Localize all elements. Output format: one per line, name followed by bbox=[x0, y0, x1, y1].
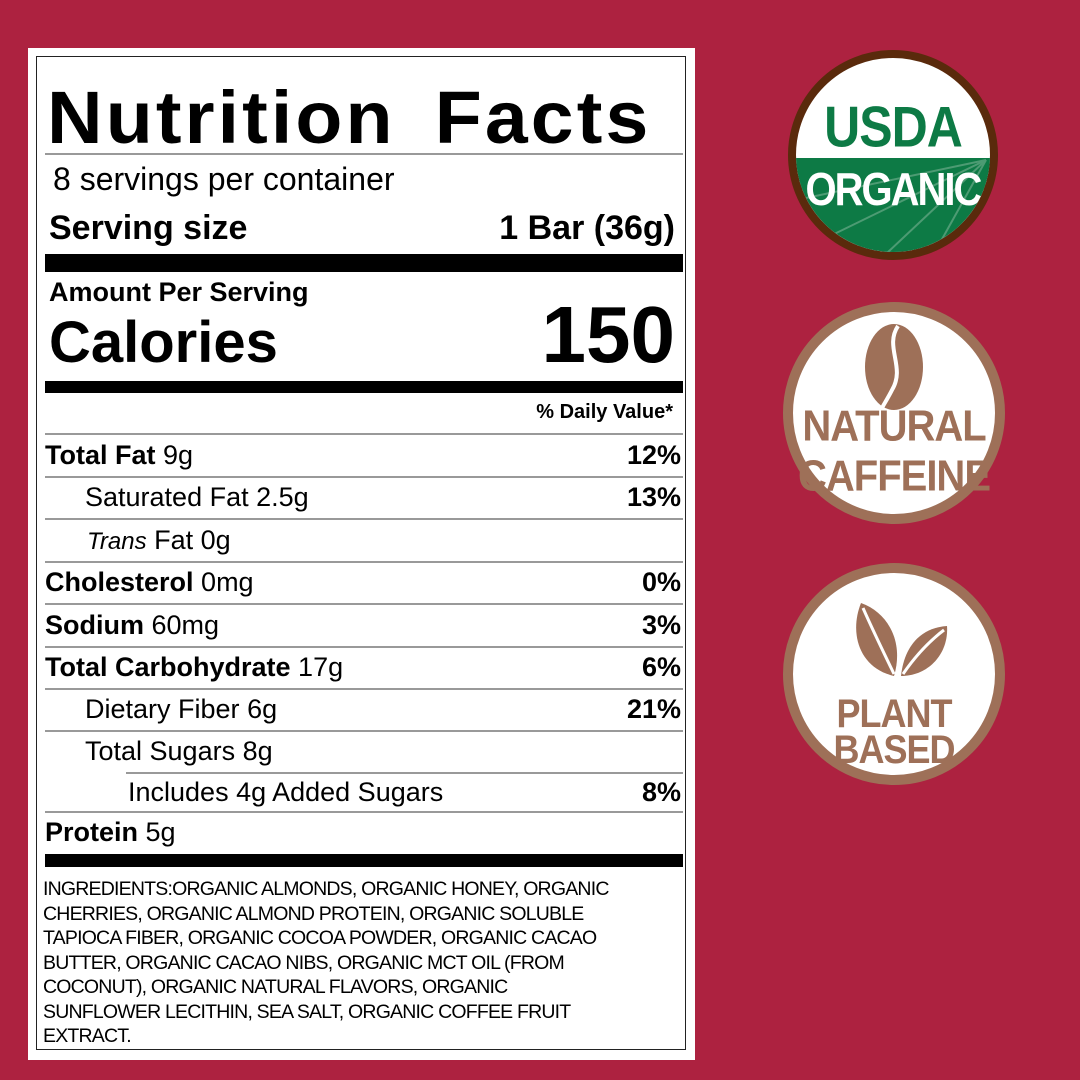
ingredients-line: BUTTER, ORGANIC CACAO NIBS, ORGANIC MCT … bbox=[43, 951, 565, 974]
label-title: Nutrition Facts bbox=[47, 76, 652, 159]
divider bbox=[126, 772, 683, 774]
ingredients-line: TAPIOCA FIBER, ORGANIC COCOA POWDER, ORG… bbox=[43, 927, 597, 949]
nutrient-name: Fat bbox=[154, 525, 194, 555]
divider bbox=[45, 518, 683, 520]
serving-size-label: Serving size bbox=[49, 209, 248, 247]
divider bbox=[45, 561, 683, 563]
nutrient-amount: 2.5g bbox=[256, 482, 309, 512]
badge-text-caffeine: CAFFEINE bbox=[798, 451, 991, 501]
ingredients-line: SUNFLOWER LECITHIN, SEA SALT, ORGANIC CO… bbox=[43, 1000, 571, 1023]
badge-text-natural: NATURAL bbox=[802, 401, 986, 451]
label-border: Nutrition Facts 8 servings per container… bbox=[36, 56, 686, 1050]
badge-text-plant: PLANT bbox=[836, 690, 953, 736]
nutrient-dv: 3% bbox=[641, 610, 681, 640]
field-rays-icon bbox=[805, 159, 987, 252]
nutrient-amount: 5g bbox=[145, 817, 176, 847]
nutrient-name: Sodium bbox=[45, 610, 144, 640]
nutrient-amount: 17g bbox=[298, 652, 344, 682]
nutrient-name: Total Sugars bbox=[85, 736, 236, 766]
amount-per-serving: Amount Per Serving bbox=[49, 277, 309, 307]
ingredients-line: INGREDIENTS:ORGANIC ALMONDS, ORGANIC HON… bbox=[43, 878, 609, 900]
nutrient-row-sodium: Sodium 60mg 3% bbox=[45, 604, 681, 646]
serving-size-value: 1 Bar (36g) bbox=[499, 209, 675, 247]
coffee-bean-icon bbox=[865, 324, 923, 410]
thick-divider bbox=[45, 381, 683, 393]
nutrient-row-dietary-fiber: Dietary Fiber 6g 21% bbox=[45, 688, 681, 730]
nutrient-dv: 21% bbox=[626, 694, 681, 724]
nutrient-amount: 60mg bbox=[151, 610, 220, 640]
thick-divider bbox=[45, 854, 683, 867]
nutrient-row-cholesterol: Cholesterol 0mg 0% bbox=[45, 561, 681, 603]
nutrient-name: Total Fat bbox=[45, 440, 156, 470]
thick-divider bbox=[45, 254, 683, 272]
nutrient-row-added-sugars: Includes 4g Added Sugars 8% bbox=[45, 771, 681, 813]
divider bbox=[45, 603, 683, 605]
divider bbox=[45, 433, 683, 435]
nutrient-row-protein: Protein 5g bbox=[45, 811, 681, 853]
nutrient-name: Dietary Fiber bbox=[85, 694, 240, 724]
plant-based-badge: PLANT BASED bbox=[783, 563, 1005, 785]
ingredients-line: EXTRACT. bbox=[43, 1025, 132, 1047]
nutrient-dv: 0% bbox=[641, 567, 681, 597]
nutrient-name: Trans bbox=[87, 528, 147, 555]
seal-green-field bbox=[796, 158, 990, 252]
nutrient-name: Protein bbox=[45, 817, 139, 847]
nutrient-amount: 8g bbox=[242, 736, 273, 766]
divider bbox=[45, 688, 683, 690]
nutrient-dv: 8% bbox=[641, 777, 681, 807]
seal-text-organic: ORGANIC bbox=[805, 164, 983, 216]
nutrient-name: Includes 4g Added Sugars bbox=[128, 777, 444, 807]
nutrient-row-total-carbohydrate: Total Carbohydrate 17g 6% bbox=[45, 646, 681, 688]
nutrient-amount: 9g bbox=[163, 440, 194, 470]
seal-text-usda: USDA bbox=[824, 94, 963, 160]
nutrient-dv: 12% bbox=[626, 440, 681, 470]
calories-value: 150 bbox=[541, 290, 675, 379]
nutrient-name: Cholesterol bbox=[45, 567, 194, 597]
ingredients-list: INGREDIENTS:ORGANIC ALMONDS, ORGANIC HON… bbox=[43, 877, 609, 1049]
divider bbox=[45, 153, 683, 155]
nutrient-row-total-sugars: Total Sugars 8g bbox=[45, 730, 681, 772]
nutrient-amount: 6g bbox=[247, 694, 278, 724]
nutrient-row-trans-fat: Trans Fat 0g bbox=[45, 519, 681, 561]
daily-value-header: % Daily Value* bbox=[536, 401, 673, 423]
divider bbox=[45, 730, 683, 732]
ingredients-line: COCONUT), ORGANIC NATURAL FLAVORS, ORGAN… bbox=[43, 976, 508, 998]
usda-organic-seal: USDA ORGANIC bbox=[788, 50, 998, 260]
nutrient-row-total-fat: Total Fat 9g 12% bbox=[45, 434, 681, 476]
divider bbox=[45, 476, 683, 478]
divider bbox=[45, 646, 683, 648]
nutrient-name: Total Carbohydrate bbox=[45, 652, 291, 682]
badge-text-based: BASED bbox=[833, 726, 955, 772]
nutrient-amount: 0g bbox=[200, 525, 231, 555]
nutrient-dv: 6% bbox=[641, 652, 681, 682]
nutrient-dv: 13% bbox=[626, 482, 681, 512]
servings-per-container: 8 servings per container bbox=[53, 161, 395, 197]
ingredients-line: CHERRIES, ORGANIC ALMOND PROTEIN, ORGANI… bbox=[43, 902, 584, 925]
nutrient-row-saturated-fat: Saturated Fat 2.5g 13% bbox=[45, 476, 681, 518]
nutrition-facts-label: Nutrition Facts 8 servings per container… bbox=[28, 48, 695, 1060]
divider bbox=[45, 811, 683, 813]
nutrient-name: Saturated Fat bbox=[85, 482, 249, 512]
natural-caffeine-badge: NATURAL CAFFEINE bbox=[783, 302, 1005, 524]
nutrient-amount: 0mg bbox=[201, 567, 254, 597]
leaves-icon bbox=[856, 603, 948, 676]
calories-label: Calories bbox=[49, 310, 278, 375]
